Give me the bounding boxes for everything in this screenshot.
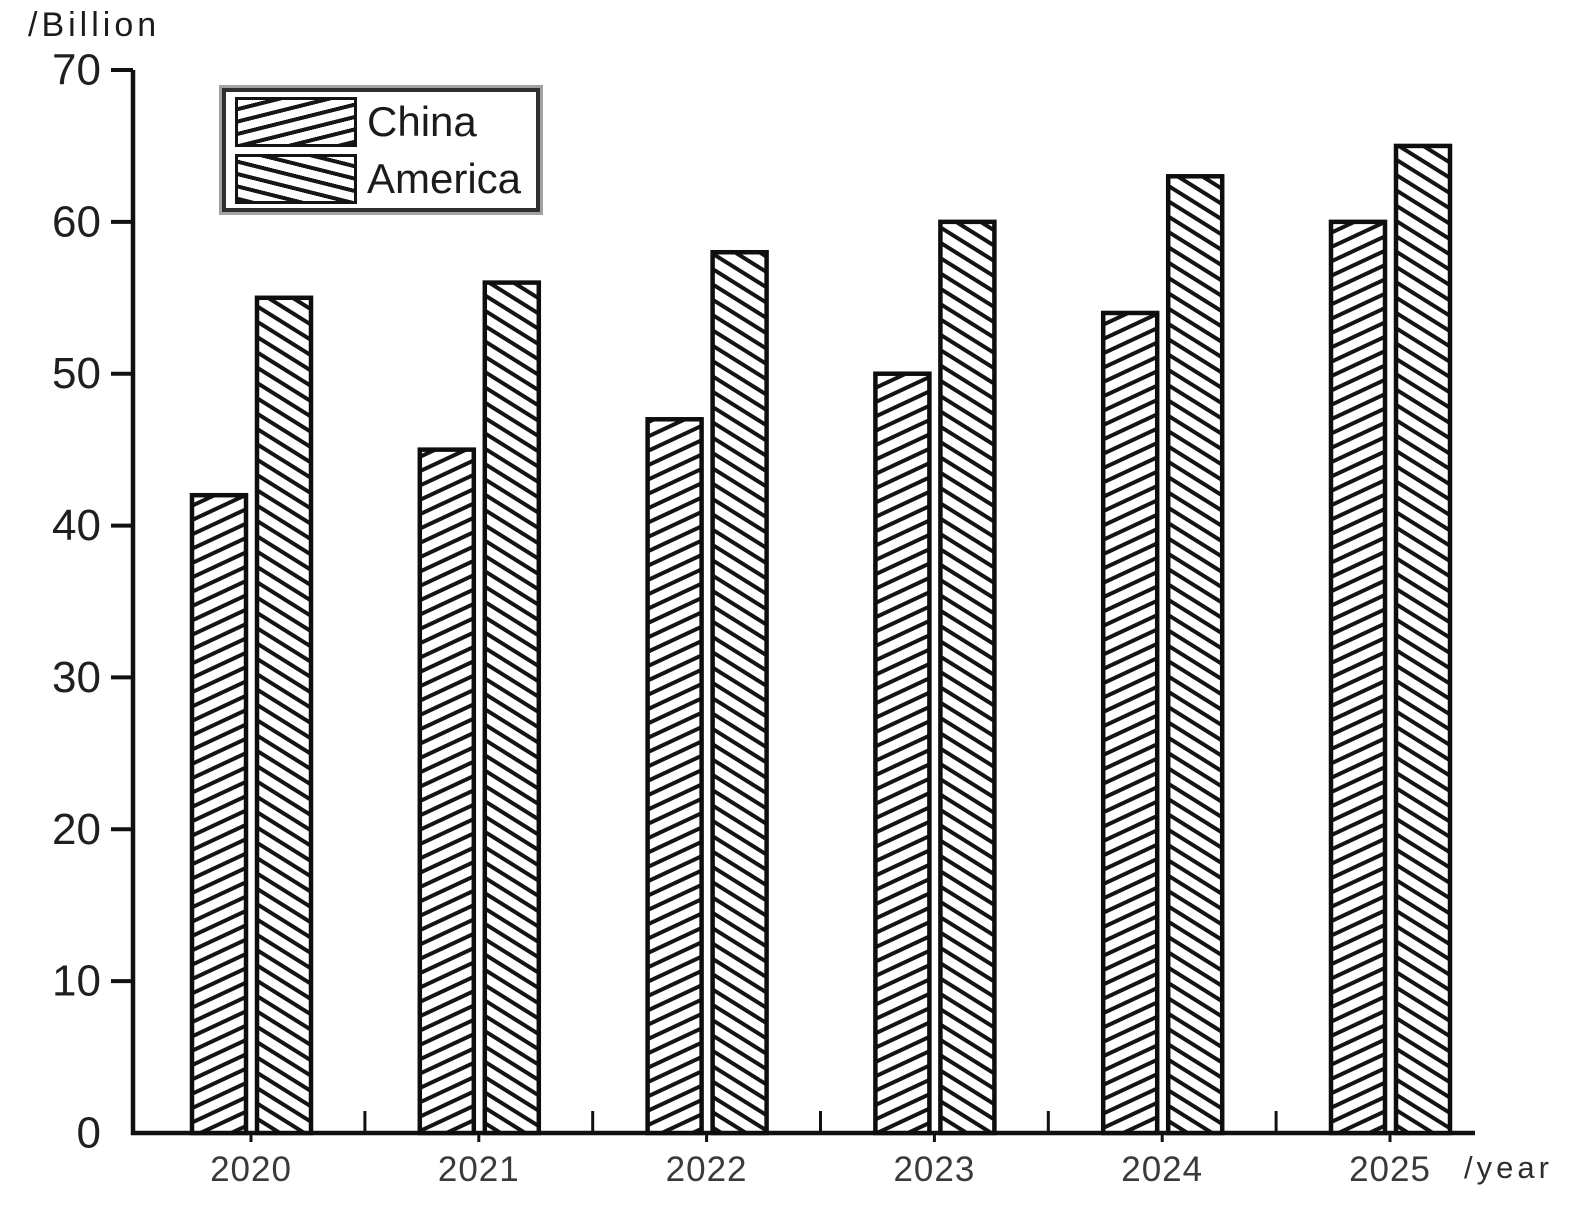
y-tick-label-70: 70 [52, 46, 101, 95]
bar-america-2020 [254, 295, 314, 1136]
bar-america-2022 [710, 249, 769, 1136]
bar-china-2024 [1100, 310, 1160, 1136]
x-tick-label-2024: 2024 [1121, 1150, 1203, 1189]
legend-row-china: China [235, 96, 536, 147]
bar-china-2025 [1328, 219, 1388, 1136]
x-tick-label-2020: 2020 [210, 1150, 292, 1189]
x-tick-label-2022: 2022 [666, 1150, 748, 1189]
y-tick-label-0: 0 [77, 1109, 101, 1158]
legend-label-china: China [367, 97, 477, 145]
x-axis-unit-label: /year [1464, 1150, 1553, 1185]
legend-row-america: America [235, 153, 536, 204]
chart-legend: China America [222, 88, 540, 212]
y-axis-unit-label: /Billion [28, 6, 161, 44]
legend-swatch-china-hatch [235, 96, 357, 147]
y-tick-label-10: 10 [52, 957, 101, 1006]
y-tick-label-60: 60 [52, 197, 101, 246]
axis-lines [130, 70, 1475, 1136]
bar-america-2021 [482, 280, 542, 1136]
legend-label-america: America [367, 154, 522, 202]
y-tick-label-40: 40 [52, 501, 101, 550]
bar-china-2022 [645, 417, 704, 1136]
bar-china-2023 [873, 371, 932, 1136]
y-tick-label-50: 50 [52, 349, 101, 398]
bar-china-2020 [189, 492, 249, 1136]
legend-swatch-america-hatch [235, 153, 357, 204]
bar-china-2021 [417, 447, 477, 1136]
y-tick-label-20: 20 [52, 805, 101, 854]
bar-america-2023 [938, 219, 997, 1136]
x-tick-label-2023: 2023 [893, 1150, 975, 1189]
bar-america-2025 [1393, 143, 1453, 1136]
x-tick-label-2021: 2021 [438, 1150, 520, 1189]
x-tick-label-2025: 2025 [1349, 1150, 1431, 1189]
bar-america-2024 [1165, 174, 1225, 1136]
y-tick-label-30: 30 [52, 653, 101, 702]
